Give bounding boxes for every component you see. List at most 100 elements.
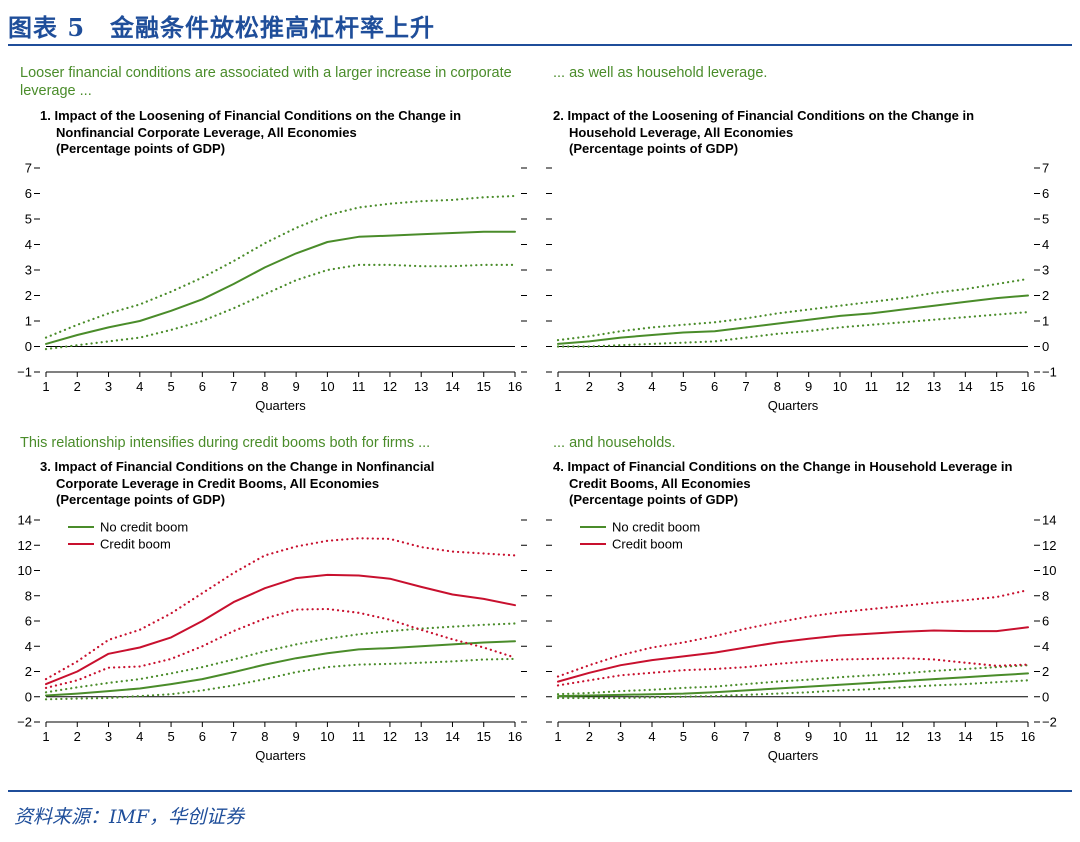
x-tick-label: 12	[383, 379, 397, 394]
x-axis-label: Quarters	[255, 398, 306, 413]
y-tick-label: 6	[1042, 614, 1049, 629]
x-tick-label: 9	[293, 379, 300, 394]
x-tick-label: 11	[865, 379, 879, 394]
x-tick-label: 11	[352, 379, 366, 394]
panel-2-title: 2. Impact of the Loosening of Financial …	[553, 108, 1053, 158]
panel-1-title-line: (Percentage points of GDP)	[56, 141, 226, 156]
x-tick-label: 9	[805, 379, 812, 394]
no-credit-boom-upper-line	[44, 622, 517, 694]
x-tick-label: 4	[136, 729, 143, 744]
y-tick-label: 7	[1042, 161, 1049, 176]
y-tick-label: 2	[1042, 288, 1049, 303]
x-tick-label: 2	[74, 379, 81, 394]
upper-bound-line	[44, 194, 517, 339]
x-tick-label: 3	[105, 379, 112, 394]
y-tick-label: 14	[1042, 513, 1056, 528]
credit-boom-upper-line	[556, 588, 1030, 678]
legend-label: No credit boom	[612, 520, 700, 535]
panel-4-caption: ... and households.	[553, 435, 676, 451]
y-tick-label: 4	[1042, 237, 1049, 252]
panel-3-title-line: 3. Impact of Financial Conditions on the…	[40, 459, 435, 474]
credit-boom-lower-line	[556, 657, 1030, 687]
y-tick-label: 2	[25, 288, 32, 303]
x-tick-label: 2	[586, 379, 593, 394]
source-rule	[8, 790, 1072, 792]
x-tick-label: 8	[774, 729, 781, 744]
x-tick-label: 7	[742, 379, 749, 394]
y-tick-label: 4	[1042, 639, 1049, 654]
y-tick-label: 0	[1042, 339, 1049, 354]
panel-1-title-line: Nonfinancial Corporate Leverage, All Eco…	[56, 124, 357, 140]
y-tick-label: 1	[1042, 314, 1049, 329]
x-axis-label: Quarters	[255, 748, 306, 763]
y-tick-label: 10	[1042, 563, 1056, 578]
y-tick-label: 0	[1042, 689, 1049, 704]
x-tick-label: 14	[445, 729, 459, 744]
x-tick-label: 15	[989, 729, 1003, 744]
y-tick-label: −1	[17, 365, 32, 380]
x-tick-label: 9	[805, 729, 812, 744]
panel-2-caption: ... as well as household leverage.	[553, 65, 768, 81]
x-tick-label: 5	[680, 729, 687, 744]
x-tick-label: 14	[445, 379, 459, 394]
x-axis-label: Quarters	[768, 398, 819, 413]
x-tick-label: 16	[1021, 729, 1035, 744]
no-credit-boom-lower-line	[44, 657, 517, 701]
x-tick-label: 14	[958, 379, 972, 394]
x-tick-label: 7	[742, 729, 749, 744]
y-tick-label: 10	[18, 563, 32, 578]
x-tick-label: 12	[895, 379, 909, 394]
x-tick-label: 7	[230, 379, 237, 394]
x-tick-label: 10	[320, 729, 334, 744]
x-tick-label: 12	[383, 729, 397, 744]
lower-bound-line	[44, 263, 517, 351]
x-tick-label: 16	[1021, 379, 1035, 394]
x-tick-label: 6	[711, 379, 718, 394]
x-tick-label: 11	[352, 729, 366, 744]
panel-3-title-line: Corporate Leverage in Credit Booms, All …	[56, 475, 380, 491]
y-tick-label: 1	[25, 314, 32, 329]
panel-1-caption: Looser financial conditions are associat…	[20, 65, 512, 99]
y-tick-label: 4	[25, 639, 32, 654]
panel-2-title-line: 2. Impact of the Loosening of Financial …	[553, 108, 975, 123]
x-tick-label: 15	[989, 379, 1003, 394]
figure-title: 图表 5 金融条件放松推高杠杆率上升	[8, 13, 436, 42]
x-tick-label: 1	[42, 729, 49, 744]
credit-boom-line	[557, 626, 1029, 683]
x-tick-label: 5	[167, 729, 174, 744]
x-tick-label: 2	[74, 729, 81, 744]
upper-bound-line	[556, 277, 1030, 342]
credit-boom-upper-line	[44, 537, 517, 681]
panel-4-title-line: 4. Impact of Financial Conditions on the…	[553, 459, 1013, 474]
panel-2-title-line: Household Leverage, All Economies	[569, 124, 794, 140]
panel-2-title-line: (Percentage points of GDP)	[569, 141, 739, 156]
y-tick-label: 5	[1042, 212, 1049, 227]
estimate-line	[45, 230, 516, 345]
x-tick-label: 9	[293, 729, 300, 744]
y-tick-label: −2	[1042, 715, 1057, 730]
y-tick-label: 8	[1042, 588, 1049, 603]
x-tick-label: 15	[476, 379, 490, 394]
credit-boom-line	[45, 573, 516, 686]
x-tick-label: 11	[865, 729, 879, 744]
lower-bound-line	[556, 311, 1030, 348]
x-tick-label: 16	[508, 379, 522, 394]
x-tick-label: 4	[648, 379, 655, 394]
x-tick-label: 5	[167, 379, 174, 394]
x-tick-label: 14	[958, 729, 972, 744]
x-tick-label: 12	[895, 729, 909, 744]
panel-1-title-line: 1. Impact of the Loosening of Financial …	[40, 108, 462, 123]
y-tick-label: 2	[1042, 664, 1049, 679]
y-tick-label: −1	[1042, 365, 1057, 380]
panel-3-title-line: (Percentage points of GDP)	[56, 492, 226, 507]
estimate-line	[557, 294, 1029, 345]
y-tick-label: −2	[17, 715, 32, 730]
no-credit-boom-line	[45, 640, 516, 697]
x-tick-label: 13	[414, 729, 428, 744]
x-tick-label: 3	[617, 729, 624, 744]
no-credit-boom-upper-line	[556, 664, 1030, 696]
y-tick-label: 4	[25, 237, 32, 252]
